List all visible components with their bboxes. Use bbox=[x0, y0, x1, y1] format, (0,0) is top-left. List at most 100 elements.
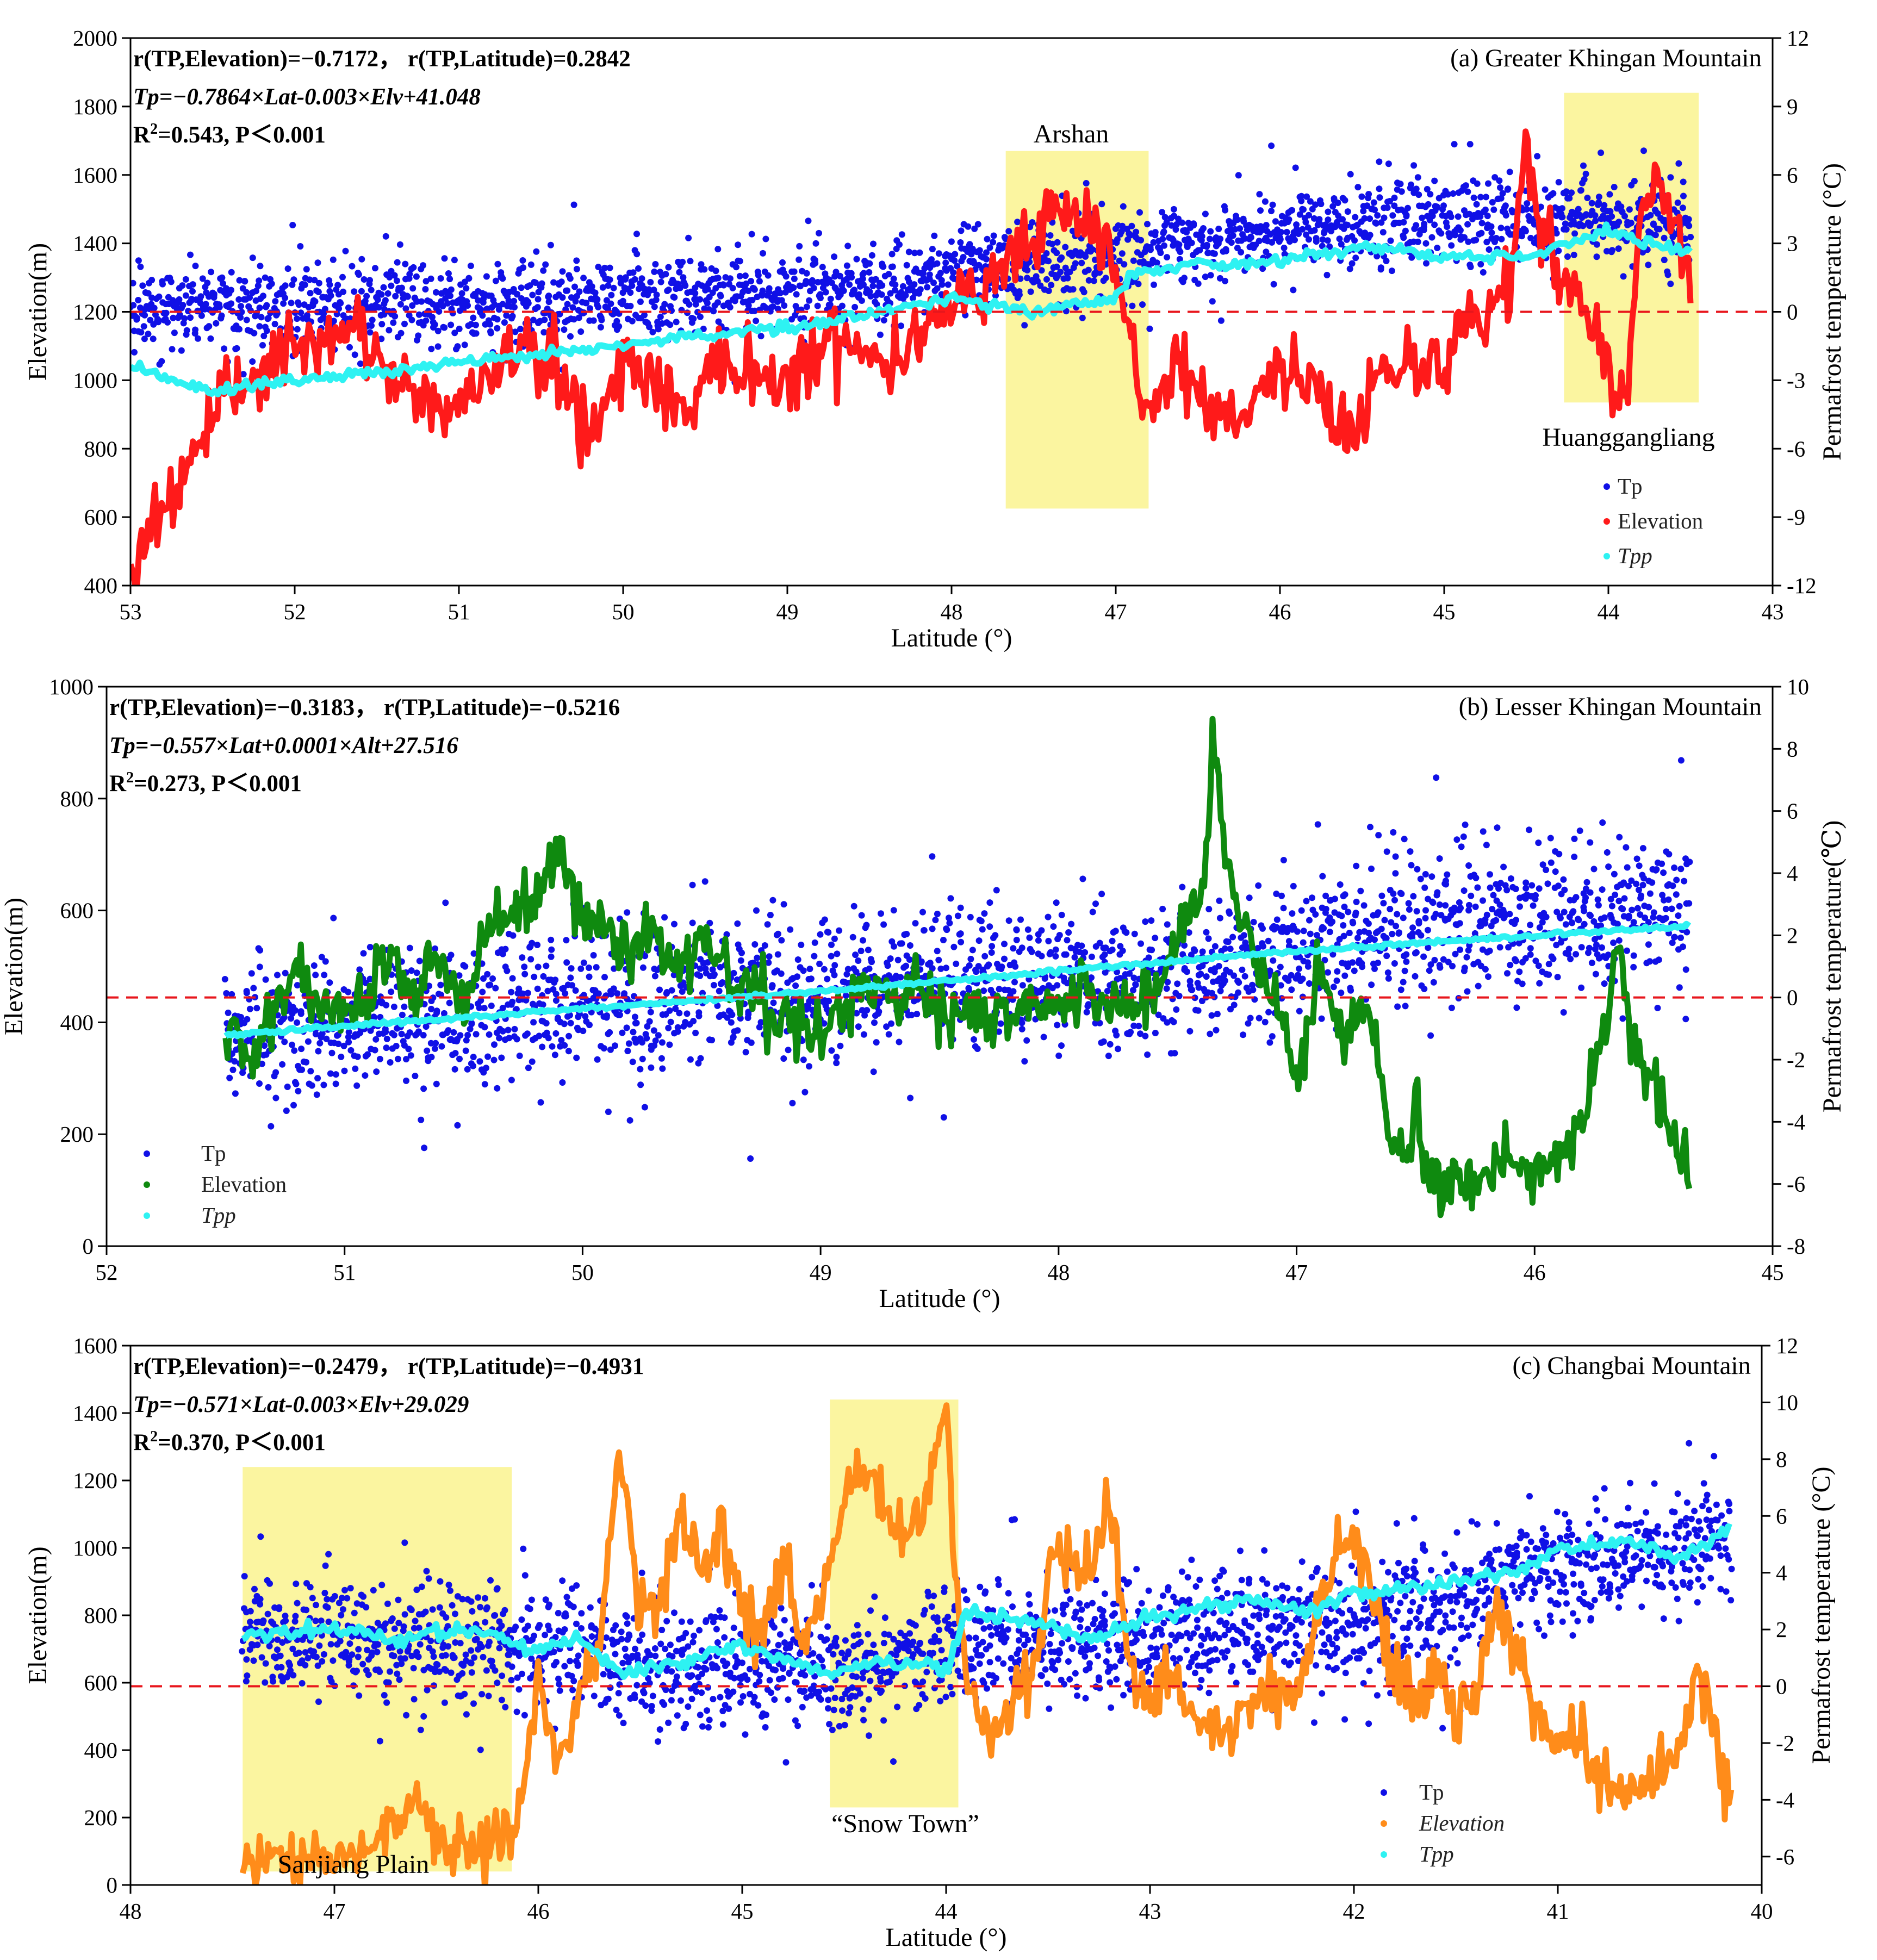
tp-point bbox=[1023, 1037, 1030, 1044]
tp-point bbox=[1038, 953, 1045, 960]
tp-point bbox=[509, 932, 517, 939]
tp-point bbox=[1681, 878, 1688, 885]
tp-point bbox=[1488, 223, 1495, 230]
x-tick-label: 50 bbox=[571, 1260, 594, 1285]
tp-point bbox=[1545, 971, 1552, 978]
tp-point bbox=[417, 1726, 424, 1733]
tp-point bbox=[254, 282, 262, 289]
tp-point bbox=[1228, 239, 1235, 246]
tp-point bbox=[1127, 232, 1134, 239]
tp-point bbox=[624, 909, 631, 916]
tp-point bbox=[1338, 241, 1345, 248]
x-axis-title: Latitude (°) bbox=[891, 624, 1012, 652]
tp-point bbox=[680, 274, 687, 281]
tp-point bbox=[337, 1638, 344, 1645]
tp-point bbox=[934, 948, 941, 955]
tp-point bbox=[1130, 257, 1137, 264]
tp-point bbox=[410, 264, 417, 271]
x-tick-label: 49 bbox=[776, 599, 799, 624]
tp-point bbox=[401, 1539, 408, 1546]
tp-point bbox=[351, 351, 358, 358]
tp-point bbox=[928, 256, 935, 263]
tp-point bbox=[789, 1099, 796, 1106]
tp-point bbox=[1064, 275, 1071, 282]
tp-point bbox=[1449, 963, 1456, 969]
tp-point bbox=[1351, 967, 1358, 974]
tp-point bbox=[971, 1036, 977, 1043]
tp-point bbox=[501, 1607, 508, 1614]
tp-point bbox=[406, 944, 413, 951]
tp-point bbox=[401, 1655, 408, 1662]
tp-point bbox=[573, 265, 580, 272]
tp-point bbox=[1507, 875, 1514, 882]
tp-point bbox=[1280, 857, 1287, 863]
y-right-tick-label: -8 bbox=[1787, 1234, 1805, 1259]
tp-point bbox=[613, 318, 620, 325]
x-tick-label: 50 bbox=[612, 599, 635, 624]
tp-point bbox=[422, 1023, 430, 1030]
tp-point bbox=[534, 985, 541, 992]
tp-point bbox=[563, 937, 570, 944]
tp-point bbox=[667, 1018, 674, 1025]
tp-point bbox=[1222, 277, 1228, 284]
tp-point bbox=[1098, 891, 1105, 898]
y-right-tick-label: -6 bbox=[1787, 436, 1805, 461]
tp-point bbox=[324, 1604, 331, 1611]
tp-point bbox=[1556, 850, 1563, 857]
tp-point bbox=[189, 281, 196, 288]
tp-point bbox=[1512, 886, 1519, 892]
tp-point bbox=[258, 1654, 265, 1661]
tp-point bbox=[1671, 864, 1678, 871]
tp-point bbox=[418, 1116, 425, 1123]
tp-point bbox=[1611, 184, 1618, 191]
tp-point bbox=[1397, 986, 1404, 993]
tp-point bbox=[1150, 239, 1157, 246]
tp-point bbox=[365, 1671, 372, 1678]
tp-point bbox=[248, 970, 255, 977]
tp-point bbox=[1478, 229, 1485, 237]
tp-point bbox=[1290, 882, 1297, 889]
tp-point bbox=[916, 249, 923, 256]
tp-point bbox=[239, 1648, 246, 1655]
tp-point bbox=[1450, 190, 1457, 197]
tp-point bbox=[219, 274, 226, 281]
tp-point bbox=[1612, 891, 1619, 898]
tp-point bbox=[428, 314, 436, 321]
tp-point bbox=[1518, 233, 1525, 240]
tp-point bbox=[358, 288, 365, 295]
tp-point bbox=[1171, 1050, 1178, 1057]
tp-point bbox=[824, 975, 831, 982]
tp-point bbox=[867, 956, 874, 963]
tp-point bbox=[1598, 150, 1605, 156]
tp-point bbox=[700, 326, 707, 332]
tp-point bbox=[1380, 900, 1387, 907]
tp-point bbox=[714, 275, 722, 282]
tp-point bbox=[791, 268, 798, 275]
tp-point bbox=[279, 1061, 286, 1068]
plot-area bbox=[221, 715, 1693, 1218]
tp-point bbox=[318, 954, 325, 961]
tp-point bbox=[398, 1660, 405, 1667]
tp-point bbox=[565, 1032, 573, 1040]
tp-point bbox=[1605, 951, 1612, 959]
tp-point bbox=[1594, 896, 1601, 903]
tp-point bbox=[1619, 1015, 1626, 1022]
tp-point bbox=[1211, 968, 1218, 975]
tp-point bbox=[605, 306, 612, 313]
tp-point bbox=[501, 319, 508, 326]
tp-point bbox=[800, 1056, 807, 1063]
tp-point bbox=[338, 1611, 345, 1619]
tp-point bbox=[338, 1053, 345, 1060]
tp-point bbox=[1410, 893, 1417, 900]
tp-point bbox=[1062, 951, 1070, 958]
tp-point bbox=[1195, 280, 1202, 287]
tp-point bbox=[807, 975, 815, 982]
tp-point bbox=[1429, 213, 1436, 220]
tp-point bbox=[1431, 221, 1438, 228]
tp-point bbox=[1265, 1009, 1272, 1016]
tp-point bbox=[742, 272, 749, 279]
tp-point bbox=[1010, 945, 1017, 952]
tp-point bbox=[548, 953, 555, 960]
tp-point bbox=[990, 232, 997, 239]
tp-point bbox=[476, 1058, 483, 1065]
